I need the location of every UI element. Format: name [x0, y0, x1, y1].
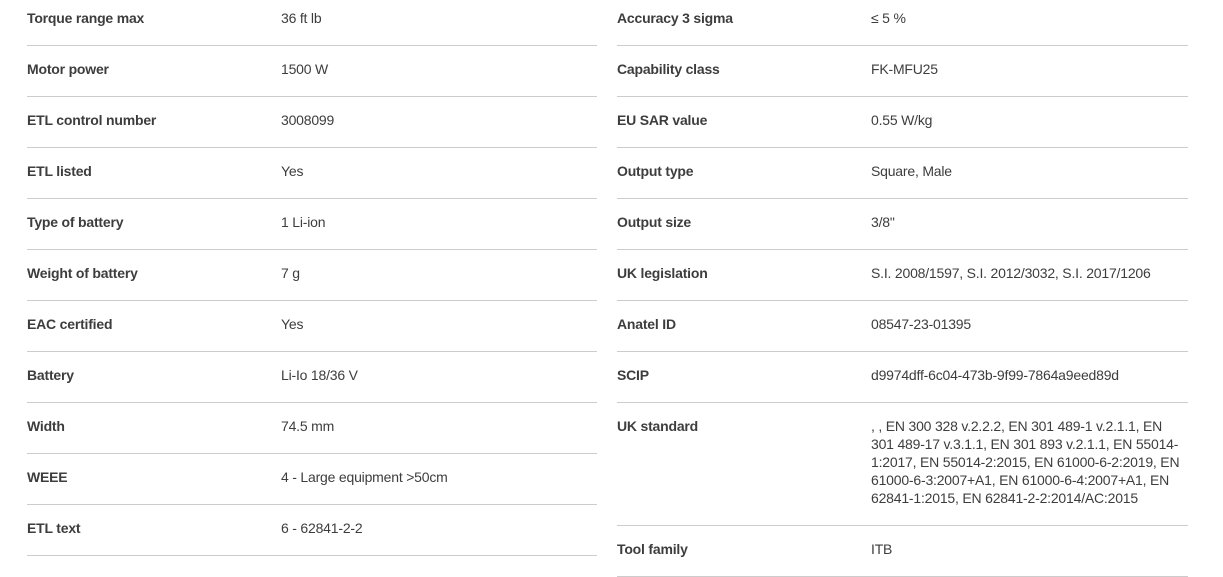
- spec-row-output-type: Output type Square, Male: [617, 148, 1188, 199]
- spec-column-left: Torque range max 36 ft lb Motor power 15…: [27, 0, 597, 556]
- spec-label: Type of battery: [27, 214, 124, 230]
- spec-value: Li-Io 18/36 V: [281, 367, 358, 383]
- spec-value: 7 g: [281, 265, 300, 281]
- spec-row-eac-certified: EAC certified Yes: [27, 301, 597, 352]
- spec-row-scip: SCIP d9974dff-6c04-473b-9f99-7864a9eed89…: [617, 352, 1188, 403]
- spec-label: ETL text: [27, 520, 81, 536]
- spec-row-anatel-id: Anatel ID 08547-23-01395: [617, 301, 1188, 352]
- spec-value: FK-MFU25: [871, 61, 938, 77]
- spec-row-type-of-battery: Type of battery 1 Li-ion: [27, 199, 597, 250]
- spec-value: 74.5 mm: [281, 418, 335, 434]
- spec-value: Yes: [281, 316, 304, 332]
- spec-row-eu-sar-value: EU SAR value 0.55 W/kg: [617, 97, 1188, 148]
- spec-row-etl-control-number: ETL control number 3008099: [27, 97, 597, 148]
- spec-row-width: Width 74.5 mm: [27, 403, 597, 454]
- spec-row-etl-text: ETL text 6 - 62841-2-2: [27, 505, 597, 556]
- spec-label: UK legislation: [617, 265, 708, 281]
- spec-label: Motor power: [27, 61, 109, 77]
- spec-row-capability-class: Capability class FK-MFU25: [617, 46, 1188, 97]
- spec-value: Yes: [281, 163, 304, 179]
- spec-column-right: Accuracy 3 sigma ≤ 5 % Capability class …: [617, 0, 1188, 577]
- spec-row-motor-power: Motor power 1500 W: [27, 46, 597, 97]
- spec-value: 4 - Large equipment >50cm: [281, 469, 448, 485]
- spec-row-etl-listed: ETL listed Yes: [27, 148, 597, 199]
- spec-row-tool-family: Tool family ITB: [617, 526, 1188, 577]
- spec-value: ITB: [871, 541, 893, 557]
- spec-label: Output type: [617, 163, 694, 179]
- spec-value: S.I. 2008/1597, S.I. 2012/3032, S.I. 201…: [871, 265, 1151, 281]
- spec-label: Weight of battery: [27, 265, 138, 281]
- spec-value: d9974dff-6c04-473b-9f99-7864a9eed89d: [871, 367, 1119, 383]
- spec-label: Anatel ID: [617, 316, 676, 332]
- spec-value: 6 - 62841-2-2: [281, 520, 363, 536]
- spec-row-output-size: Output size 3/8": [617, 199, 1188, 250]
- spec-value: 08547-23-01395: [871, 316, 971, 332]
- spec-row-uk-standard: UK standard , , EN 300 328 v.2.2.2, EN 3…: [617, 403, 1188, 526]
- spec-label: Accuracy 3 sigma: [617, 10, 733, 26]
- spec-value: ≤ 5 %: [871, 10, 906, 26]
- spec-label: Tool family: [617, 541, 688, 557]
- spec-label: Width: [27, 418, 65, 434]
- spec-row-battery: Battery Li-Io 18/36 V: [27, 352, 597, 403]
- spec-value: , , EN 300 328 v.2.2.2, EN 301 489-1 v.2…: [871, 418, 1180, 506]
- spec-label: ETL listed: [27, 163, 92, 179]
- spec-label: ETL control number: [27, 112, 157, 128]
- spec-label: UK standard: [617, 418, 699, 434]
- spec-label: Output size: [617, 214, 692, 230]
- spec-row-accuracy-3-sigma: Accuracy 3 sigma ≤ 5 %: [617, 0, 1188, 46]
- spec-label: Torque range max: [27, 10, 145, 26]
- spec-label: EU SAR value: [617, 112, 708, 128]
- spec-row-weee: WEEE 4 - Large equipment >50cm: [27, 454, 597, 505]
- spec-row-uk-legislation: UK legislation S.I. 2008/1597, S.I. 2012…: [617, 250, 1188, 301]
- spec-label: Capability class: [617, 61, 720, 77]
- spec-value: 3008099: [281, 112, 335, 128]
- spec-value: 3/8": [871, 214, 895, 230]
- spec-value: 1500 W: [281, 61, 329, 77]
- spec-label: WEEE: [27, 469, 68, 485]
- spec-label: SCIP: [617, 367, 649, 383]
- spec-value: 1 Li-ion: [281, 214, 326, 230]
- spec-value: 0.55 W/kg: [871, 112, 933, 128]
- spec-value: Square, Male: [871, 163, 952, 179]
- spec-row-torque-range-max: Torque range max 36 ft lb: [27, 0, 597, 46]
- spec-label: EAC certified: [27, 316, 113, 332]
- spec-row-weight-of-battery: Weight of battery 7 g: [27, 250, 597, 301]
- spec-label: Battery: [27, 367, 74, 383]
- spec-value: 36 ft lb: [281, 10, 322, 26]
